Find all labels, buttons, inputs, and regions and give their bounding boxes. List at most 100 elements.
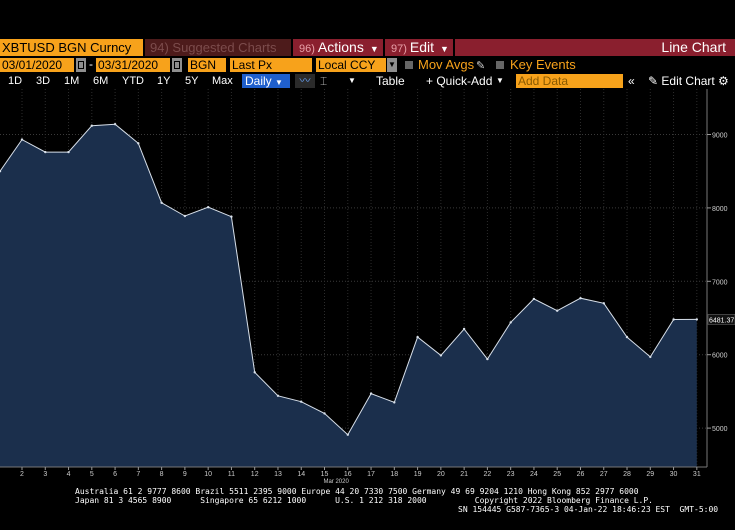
x-tick-label: 6 — [113, 471, 117, 478]
key-events-label: Key Events — [510, 57, 576, 72]
data-point — [160, 201, 163, 204]
x-tick-label: 31 — [693, 471, 701, 478]
source-field[interactable]: BGN — [188, 58, 226, 72]
suggested-charts-button[interactable]: 94) Suggested Charts — [145, 39, 291, 56]
period-button-1m[interactable]: 1M — [64, 75, 80, 87]
bar-chart-icon[interactable]: ⌶ — [320, 74, 328, 88]
line-chart-icon[interactable]: 〰 — [295, 74, 315, 88]
pencil-icon[interactable]: ✎ — [476, 60, 486, 72]
edit-chart-button[interactable]: ✎ Edit Chart — [648, 74, 715, 88]
frequency-select[interactable]: Daily ▼ — [242, 74, 290, 88]
ticker-field[interactable]: XBTUSD BGN Curncy — [0, 39, 143, 56]
data-point — [253, 371, 256, 374]
footer-contacts-line1: Australia 61 2 9777 8600 Brazil 5511 239… — [75, 487, 639, 496]
data-point — [67, 150, 70, 154]
data-point — [556, 309, 559, 312]
frequency-label: Daily — [245, 74, 272, 88]
data-point — [113, 123, 117, 126]
data-point — [276, 394, 280, 397]
y-tick-label: 8000 — [712, 206, 728, 213]
data-point — [393, 401, 396, 404]
data-point — [0, 170, 2, 173]
x-tick-label: 13 — [274, 471, 282, 478]
data-point — [602, 302, 605, 305]
data-point — [90, 124, 94, 127]
x-tick-label: 21 — [460, 471, 468, 478]
data-point — [346, 433, 349, 436]
data-point — [649, 355, 652, 359]
chevron-down-icon[interactable]: ▼ — [387, 58, 397, 72]
data-point — [416, 335, 419, 339]
settings-icon[interactable]: ⚙ — [718, 74, 729, 88]
period-button-5y[interactable]: 5Y — [185, 75, 199, 87]
period-button-1y[interactable]: 1Y — [157, 75, 171, 87]
edit-menu[interactable]: 97) Edit ▼ — [385, 39, 453, 56]
x-tick-label: 9 — [183, 471, 187, 478]
x-tick-label: 23 — [507, 471, 515, 478]
quick-add-button[interactable]: + Quick-Add — [426, 74, 493, 88]
date-separator: - — [89, 57, 93, 71]
x-tick-label: 16 — [344, 471, 352, 478]
data-point — [20, 138, 24, 141]
chevron-down-icon: ▼ — [275, 78, 283, 87]
data-point — [532, 297, 536, 301]
data-point — [509, 321, 512, 324]
data-point — [369, 392, 373, 395]
chevron-down-icon[interactable]: ▼ — [496, 76, 504, 85]
x-tick-label: 14 — [297, 471, 305, 478]
period-button-1d[interactable]: 1D — [8, 75, 23, 87]
last-value-label: 6481.37 — [709, 317, 734, 324]
start-date-field[interactable]: 03/01/2020 — [0, 58, 74, 72]
month-label: Mar 2020 — [323, 479, 349, 484]
actions-label: Actions — [317, 39, 364, 55]
x-tick-label: 7 — [136, 471, 140, 478]
calendar-icon[interactable] — [172, 58, 182, 72]
chevron-down-icon: ▼ — [369, 44, 379, 54]
add-data-input[interactable]: Add Data — [516, 74, 623, 88]
chevron-down-icon[interactable]: ▼ — [348, 76, 356, 85]
data-point — [672, 318, 675, 321]
x-tick-label: 19 — [414, 471, 422, 478]
data-point — [439, 354, 443, 357]
key-events-checkbox[interactable] — [496, 61, 504, 69]
period-button-6m[interactable]: 6M — [93, 75, 109, 87]
x-tick-label: 3 — [43, 471, 47, 478]
x-tick-label: 17 — [367, 471, 375, 478]
data-point — [695, 318, 698, 321]
price-area — [0, 124, 697, 467]
table-button[interactable]: Table — [376, 74, 405, 88]
data-point — [579, 297, 582, 300]
last-value-tag — [707, 314, 735, 325]
x-tick-label: 2 — [20, 471, 24, 478]
actions-number: 96) — [299, 43, 315, 55]
y-tick-label: 6000 — [712, 353, 728, 360]
mov-avgs-label: Mov Avgs — [418, 57, 475, 72]
x-tick-label: 24 — [530, 471, 538, 478]
edit-label: Edit — [409, 39, 435, 55]
period-button-ytd[interactable]: YTD — [122, 75, 144, 87]
data-point — [207, 206, 210, 209]
x-tick-label: 25 — [553, 471, 561, 478]
calendar-icon[interactable] — [76, 58, 86, 72]
x-tick-label: 8 — [160, 471, 164, 478]
actions-menu[interactable]: 96) Actions ▼ — [293, 39, 383, 56]
y-tick-label: 5000 — [712, 426, 728, 433]
chart-type-title: Line Chart — [455, 39, 735, 56]
end-date-field[interactable]: 03/31/2020 — [96, 58, 170, 72]
x-tick-label: 27 — [600, 471, 608, 478]
period-button-max[interactable]: Max — [212, 75, 233, 87]
y-tick-label: 7000 — [712, 279, 728, 286]
field-selector[interactable]: Last Px — [230, 58, 312, 72]
period-button-3d[interactable]: 3D — [36, 75, 51, 87]
x-tick-label: 4 — [67, 471, 71, 478]
x-tick-label: 29 — [646, 471, 654, 478]
mov-avgs-checkbox[interactable] — [405, 61, 413, 69]
data-point — [183, 214, 187, 218]
data-point — [323, 412, 326, 415]
x-tick-label: 26 — [577, 471, 585, 478]
x-tick-label: 12 — [251, 471, 259, 478]
collapse-icon[interactable]: « — [628, 74, 635, 88]
x-tick-label: 10 — [204, 471, 212, 478]
currency-field[interactable]: Local CCY — [316, 58, 386, 72]
